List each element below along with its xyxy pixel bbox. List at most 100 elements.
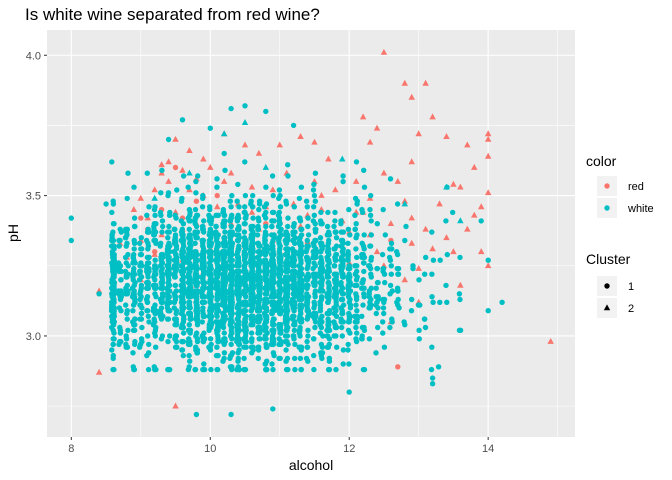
white-cluster-1-point [173, 338, 180, 345]
white-cluster-1-point [444, 251, 450, 258]
white-cluster-1-point [456, 327, 463, 333]
white-cluster-1-point [373, 350, 379, 356]
white-cluster-1-point [235, 294, 241, 300]
white-cluster-1-point [144, 279, 150, 286]
white-cluster-1-point [339, 296, 346, 303]
white-cluster-1-point [408, 308, 415, 314]
white-cluster-1-point [242, 159, 248, 165]
white-cluster-1-point [381, 271, 388, 277]
white-cluster-1-point [402, 322, 408, 328]
white-cluster-2-point [220, 130, 228, 137]
legend-key-circle [604, 205, 610, 211]
white-cluster-1-point [173, 215, 179, 221]
white-cluster-1-point [354, 313, 360, 319]
white-cluster-1-point [319, 344, 326, 350]
white-cluster-1-point [234, 324, 240, 331]
white-cluster-1-point [312, 170, 319, 176]
white-cluster-1-point [242, 221, 248, 227]
white-cluster-1-point [111, 299, 117, 305]
white-cluster-1-point [229, 336, 235, 342]
red-cluster-2-point [130, 206, 138, 212]
white-cluster-1-point [269, 263, 275, 269]
white-cluster-1-point [214, 344, 220, 350]
white-cluster-1-point [345, 277, 352, 283]
white-cluster-1-point [270, 350, 277, 356]
red-cluster-2-point [464, 225, 471, 232]
red-cluster-2-point [484, 152, 492, 159]
white-cluster-1-point [207, 125, 213, 131]
white-cluster-1-point [353, 338, 360, 345]
white-cluster-1-point [192, 218, 198, 224]
white-cluster-1-point [303, 249, 309, 255]
white-cluster-1-point [346, 291, 352, 297]
white-cluster-1-point [263, 201, 270, 207]
white-cluster-1-point [179, 347, 186, 353]
white-cluster-1-point [222, 167, 228, 173]
white-cluster-1-point [215, 308, 222, 314]
white-cluster-1-point [284, 324, 290, 331]
white-cluster-1-point [249, 237, 255, 244]
white-cluster-1-point [388, 271, 394, 277]
white-cluster-1-point [138, 336, 145, 342]
y-tick-label: 3.0 [26, 331, 41, 343]
white-cluster-1-point [332, 257, 338, 263]
white-cluster-1-point [263, 223, 269, 230]
white-cluster-1-point [109, 260, 115, 266]
white-cluster-1-point [367, 212, 374, 218]
red-cluster-2-point [241, 141, 249, 148]
white-cluster-1-point [131, 237, 137, 244]
white-cluster-1-point [298, 294, 305, 300]
white-cluster-1-point [144, 170, 150, 176]
white-cluster-1-point [241, 277, 247, 283]
white-cluster-1-point [255, 319, 261, 325]
white-cluster-1-point [326, 237, 332, 244]
white-cluster-1-point [359, 285, 365, 291]
white-cluster-1-point [361, 294, 367, 300]
white-cluster-1-point [116, 237, 122, 244]
white-cluster-1-point [220, 299, 226, 305]
white-cluster-1-point [129, 285, 136, 291]
white-cluster-1-point [227, 198, 233, 204]
white-cluster-1-point [375, 294, 381, 300]
white-cluster-1-point [153, 344, 159, 350]
y-tick-label: 4.0 [26, 50, 41, 62]
white-cluster-1-point [387, 176, 394, 182]
white-cluster-1-point [368, 232, 374, 238]
white-cluster-1-point [338, 265, 344, 272]
white-cluster-1-point [261, 322, 268, 328]
white-cluster-1-point [227, 218, 234, 224]
white-cluster-1-point [200, 313, 206, 319]
white-cluster-1-point [298, 184, 305, 190]
white-cluster-1-point [188, 243, 194, 249]
white-cluster-1-point [151, 232, 157, 238]
white-cluster-1-point [201, 361, 207, 367]
white-cluster-1-point [185, 338, 192, 345]
white-cluster-1-point [374, 221, 380, 227]
white-cluster-1-point [213, 223, 219, 230]
white-cluster-1-point [236, 288, 242, 294]
white-cluster-1-point [324, 232, 330, 238]
red-cluster-2-point [484, 135, 492, 142]
white-cluster-1-point [125, 327, 131, 333]
white-cluster-1-point [318, 254, 324, 261]
white-cluster-1-point [278, 254, 284, 261]
white-cluster-1-point [206, 260, 213, 266]
white-cluster-1-point [264, 246, 270, 252]
white-cluster-1-point [193, 308, 199, 314]
white-cluster-1-point [354, 319, 360, 325]
white-cluster-1-point [270, 366, 276, 373]
white-cluster-1-point [360, 302, 366, 308]
white-cluster-1-point [284, 333, 291, 339]
white-cluster-1-point [292, 235, 298, 241]
white-cluster-1-point [166, 282, 173, 289]
white-cluster-1-point [192, 263, 199, 269]
white-cluster-1-point [165, 190, 172, 196]
red-cluster-2-point [415, 130, 422, 137]
white-cluster-1-point [159, 291, 166, 297]
white-cluster-1-point [146, 350, 152, 356]
white-cluster-1-point [388, 246, 394, 252]
white-cluster-1-point [417, 302, 423, 308]
white-cluster-1-point [220, 206, 227, 213]
white-cluster-1-point [340, 271, 346, 277]
white-cluster-1-point [123, 243, 129, 249]
